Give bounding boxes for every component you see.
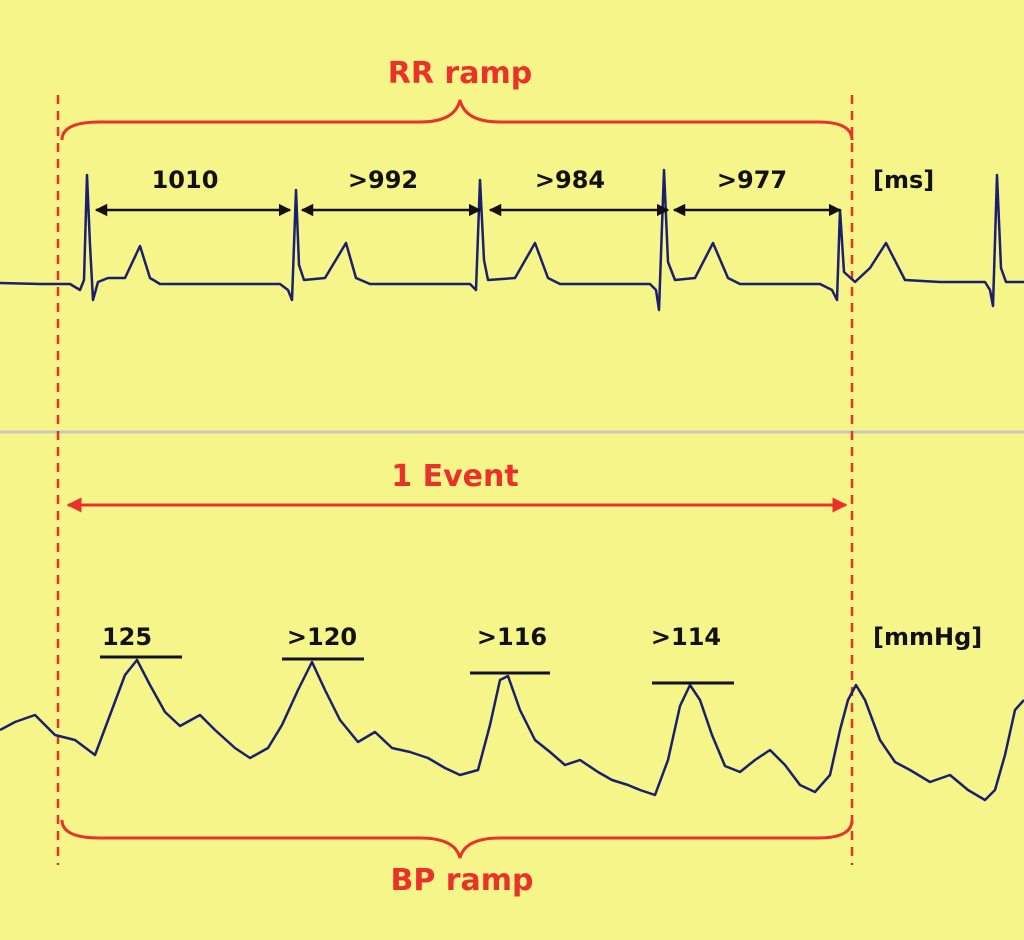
- event-label: 1 Event: [391, 459, 518, 494]
- rr-unit-label: [ms]: [873, 166, 934, 194]
- bp-peak-label: 125: [102, 623, 152, 651]
- rr-interval-label: >984: [535, 166, 605, 194]
- rr-interval-label: >992: [348, 166, 418, 194]
- rr-interval-label: 1010: [152, 166, 219, 194]
- ecg-trace: [0, 168, 1024, 312]
- bp-peak-label: >116: [477, 623, 547, 651]
- rr-ramp-title: RR ramp: [388, 56, 532, 91]
- bp-trace: [0, 658, 1024, 802]
- rr-interval-label: >977: [717, 166, 787, 194]
- bp-ramp-title: BP ramp: [390, 863, 533, 898]
- bp-peak-label: >120: [287, 623, 357, 651]
- bp-unit-label: [mmHg]: [873, 623, 982, 651]
- rr-ramp-brace: [60, 99, 854, 141]
- bp-peak-label: >114: [651, 623, 721, 651]
- bp-ramp-brace: [60, 819, 854, 859]
